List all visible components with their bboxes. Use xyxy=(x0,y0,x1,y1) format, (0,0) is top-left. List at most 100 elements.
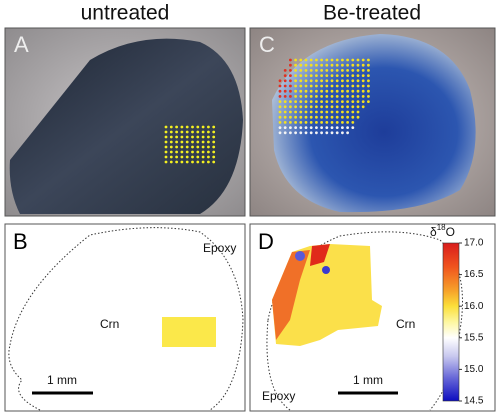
spot xyxy=(325,63,329,67)
spot xyxy=(320,115,323,119)
spot xyxy=(283,115,287,119)
spot xyxy=(283,95,287,98)
spot xyxy=(351,84,355,88)
spot xyxy=(278,110,282,114)
spot xyxy=(299,89,303,93)
spot xyxy=(196,130,200,134)
spot xyxy=(335,74,339,77)
spot xyxy=(335,121,339,124)
panel-letter: C xyxy=(259,32,275,57)
spot xyxy=(175,125,179,129)
spot xyxy=(320,105,323,109)
spot xyxy=(294,95,297,98)
spot xyxy=(335,95,339,98)
spot xyxy=(367,84,370,88)
spot xyxy=(309,74,313,77)
spot xyxy=(164,135,168,139)
spot xyxy=(278,121,282,124)
spot xyxy=(294,131,297,135)
map-area xyxy=(272,250,310,340)
spot xyxy=(212,155,216,159)
spot xyxy=(185,155,189,159)
spot xyxy=(299,58,303,62)
spot xyxy=(278,84,282,88)
spot xyxy=(294,63,297,67)
spot xyxy=(289,131,292,135)
spot xyxy=(325,100,329,103)
spot xyxy=(320,58,323,62)
spot xyxy=(335,69,339,72)
spot xyxy=(325,121,329,124)
colorbar-title: δ18O xyxy=(430,223,455,239)
spot xyxy=(361,58,365,62)
spot xyxy=(175,135,179,139)
spot xyxy=(335,100,339,103)
spot xyxy=(341,110,344,114)
spot xyxy=(341,115,344,119)
spot xyxy=(356,63,360,67)
spot xyxy=(283,89,287,93)
spot xyxy=(367,58,370,62)
spot xyxy=(351,95,355,98)
spot xyxy=(304,121,308,124)
spot xyxy=(294,105,297,109)
colorbar-tick-label: 16.0 xyxy=(464,301,484,312)
spot xyxy=(335,131,339,135)
spot xyxy=(289,121,292,124)
spot xyxy=(180,125,184,129)
spot xyxy=(191,145,194,149)
spot xyxy=(320,95,323,98)
spot xyxy=(351,63,355,67)
spot xyxy=(325,126,329,129)
spot xyxy=(341,69,344,72)
spot xyxy=(294,110,297,114)
spot xyxy=(283,84,287,88)
colorbar-tick-label: 15.5 xyxy=(464,332,484,343)
spot xyxy=(169,145,173,149)
spot xyxy=(325,95,329,98)
spot xyxy=(207,160,210,164)
spot xyxy=(341,58,344,62)
spot xyxy=(367,63,370,67)
panel-b: B Epoxy Crn 1 mm xyxy=(4,223,246,412)
spot xyxy=(356,79,360,83)
spot xyxy=(330,63,334,67)
spot xyxy=(294,89,297,93)
spot xyxy=(361,74,365,77)
spot xyxy=(335,89,339,93)
spot xyxy=(356,74,360,77)
spot xyxy=(212,150,216,154)
spot xyxy=(356,100,360,103)
spot xyxy=(330,131,334,135)
spot xyxy=(325,69,329,72)
spot xyxy=(191,155,194,159)
spot xyxy=(175,155,179,159)
spot xyxy=(309,63,313,67)
spot xyxy=(335,84,339,88)
colorbar-tick-label: 16.5 xyxy=(464,269,484,280)
spot xyxy=(315,95,318,98)
spot xyxy=(351,105,355,109)
spot xyxy=(309,105,313,109)
spot xyxy=(299,95,303,98)
spot xyxy=(351,110,355,114)
spot xyxy=(335,115,339,119)
spot xyxy=(330,105,334,109)
spot xyxy=(325,74,329,77)
spot xyxy=(164,160,168,164)
spot xyxy=(185,130,189,134)
spot xyxy=(367,74,370,77)
spot xyxy=(304,74,308,77)
region-label: Epoxy xyxy=(203,241,236,255)
spot xyxy=(299,63,303,67)
spot xyxy=(325,131,329,135)
spot xyxy=(330,95,334,98)
spot xyxy=(185,160,189,164)
map-area xyxy=(310,244,330,266)
spot xyxy=(315,89,318,93)
spot xyxy=(315,58,318,62)
spot xyxy=(164,155,168,159)
spot xyxy=(346,131,349,135)
spot xyxy=(196,155,200,159)
spot xyxy=(299,126,303,129)
